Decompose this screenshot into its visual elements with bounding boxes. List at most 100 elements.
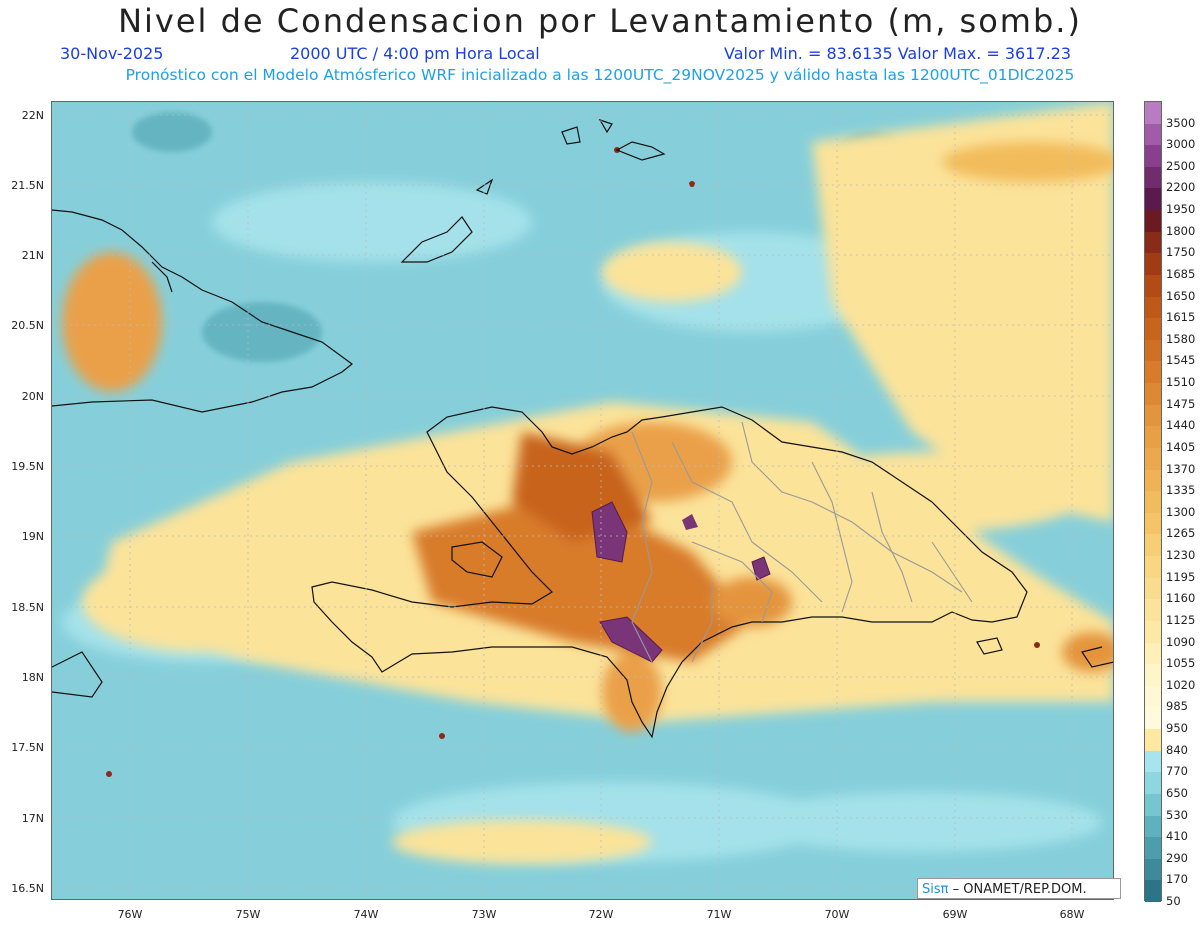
- colorbar-segment: [1145, 642, 1161, 665]
- colorbar-label: 1510: [1166, 375, 1196, 390]
- colorbar-segment: [1145, 599, 1161, 622]
- colorbar-segment: [1145, 361, 1161, 384]
- colorbar-segment: [1145, 556, 1161, 579]
- lon-label: 71W: [706, 908, 732, 921]
- colorbar-segment: [1145, 534, 1161, 557]
- colorbar-segment: [1145, 339, 1161, 362]
- colorbar: [1144, 101, 1162, 903]
- lat-label: 19.5N: [11, 460, 44, 473]
- lat-label: 21N: [21, 249, 44, 262]
- colorbar-label: 1055: [1166, 656, 1196, 671]
- colorbar-segment: [1145, 491, 1161, 514]
- colorbar-segment: [1145, 426, 1161, 449]
- credit-text: – ONAMET/REP.DOM.: [952, 882, 1087, 897]
- colorbar-label: 1580: [1166, 331, 1196, 346]
- colorbar-segment: [1145, 447, 1161, 471]
- valid-time: 2000 UTC / 4:00 pm Hora Local: [290, 44, 540, 63]
- map-panel: [52, 102, 1114, 900]
- lon-label: 68W: [1059, 908, 1085, 921]
- lat-label: 17.5N: [11, 741, 44, 754]
- lat-label: 20.5N: [11, 319, 44, 332]
- colorbar-label: 1335: [1166, 483, 1196, 498]
- colorbar-label: 770: [1166, 764, 1188, 779]
- colorbar-segment: [1145, 750, 1161, 773]
- colorbar-label: 3500: [1166, 115, 1196, 130]
- valid-date: 30-Nov-2025: [60, 44, 164, 63]
- colorbar-segment: [1145, 296, 1161, 319]
- colorbar-label: 1685: [1166, 266, 1196, 281]
- colorbar-label: 2200: [1166, 180, 1196, 195]
- colorbar-segment: [1145, 858, 1161, 881]
- colorbar-segment: [1145, 188, 1161, 211]
- province-borders: [631, 421, 973, 663]
- colorbar-segment: [1145, 664, 1161, 687]
- colorbar-segment: [1145, 253, 1161, 276]
- min-max-values: Valor Min. = 83.6135 Valor Max. = 3617.2…: [724, 44, 1072, 63]
- lon-label: 69W: [942, 908, 968, 921]
- colorbar-label: 1440: [1166, 418, 1196, 433]
- lon-label: 70W: [824, 908, 850, 921]
- colorbar-label: 410: [1166, 829, 1188, 844]
- colorbar-label: 1750: [1166, 245, 1196, 260]
- colorbar-segment: [1145, 274, 1161, 298]
- colorbar-label: 1370: [1166, 461, 1196, 476]
- colorbar-segment: [1145, 318, 1161, 341]
- colorbar-segment: [1145, 469, 1161, 492]
- colorbar-label: 1160: [1166, 591, 1196, 606]
- colorbar-label: 1265: [1166, 526, 1196, 541]
- colorbar-segment: [1145, 210, 1161, 233]
- colorbar-label: 1090: [1166, 634, 1196, 649]
- colorbar-segment: [1145, 404, 1161, 427]
- lcl-field-map: [52, 102, 1114, 900]
- colorbar-segment: [1145, 707, 1161, 730]
- colorbar-segment: [1145, 577, 1161, 600]
- lat-label: 18.5N: [11, 601, 44, 614]
- lon-label: 73W: [471, 908, 497, 921]
- sispi-logo: Sisπ: [922, 882, 949, 897]
- lon-label: 75W: [235, 908, 261, 921]
- colorbar-label: 290: [1166, 850, 1188, 865]
- colorbar-label: 1615: [1166, 310, 1196, 325]
- colorbar-segment: [1145, 815, 1161, 838]
- colorbar-segment: [1145, 102, 1161, 125]
- colorbar-label: 3000: [1166, 137, 1196, 152]
- colorbar-segment: [1145, 512, 1161, 535]
- colorbar-label: 1545: [1166, 353, 1196, 368]
- colorbar-label: 1020: [1166, 677, 1196, 692]
- colorbar-label: 1800: [1166, 223, 1196, 238]
- colorbar-label: 50: [1166, 894, 1181, 908]
- colorbar-label: 2500: [1166, 158, 1196, 173]
- colorbar-label: 1650: [1166, 288, 1196, 303]
- colorbar-label: 985: [1166, 699, 1188, 714]
- colorbar-segment: [1145, 837, 1161, 860]
- colorbar-segment: [1145, 231, 1161, 254]
- lat-label: 21.5N: [11, 179, 44, 192]
- colorbar-label: 650: [1166, 785, 1188, 800]
- colorbar-segment: [1145, 145, 1161, 168]
- lat-label: 19N: [21, 530, 44, 543]
- colorbar-label: 840: [1166, 742, 1188, 757]
- colorbar-label: 1230: [1166, 548, 1196, 563]
- colorbar-segment: [1145, 729, 1161, 752]
- colorbar-label: 1405: [1166, 439, 1196, 454]
- lat-label: 22N: [21, 109, 44, 122]
- colorbar-label: 530: [1166, 807, 1188, 822]
- colorbar-segment: [1145, 123, 1161, 146]
- lat-label: 20N: [21, 390, 44, 403]
- lat-label: 17N: [21, 812, 44, 825]
- colorbar-label: 1195: [1166, 569, 1196, 584]
- colorbar-segment: [1145, 793, 1161, 816]
- colorbar-label: 1950: [1166, 202, 1196, 217]
- lat-label: 16.5N: [11, 882, 44, 895]
- colorbar-segment: [1145, 880, 1161, 903]
- colorbar-segment: [1145, 383, 1161, 406]
- colorbar-segment: [1145, 620, 1161, 644]
- map-title: Nivel de Condensacion por Levantamiento …: [118, 2, 1082, 40]
- colorbar-segment: [1145, 685, 1161, 708]
- lat-label: 18N: [21, 671, 44, 684]
- lon-label: 74W: [353, 908, 379, 921]
- colorbar-label: 1475: [1166, 396, 1196, 411]
- colorbar-segment: [1145, 772, 1161, 795]
- lon-label: 76W: [117, 908, 143, 921]
- model-subtitle: Pronóstico con el Modelo Atmósferico WRF…: [125, 66, 1075, 84]
